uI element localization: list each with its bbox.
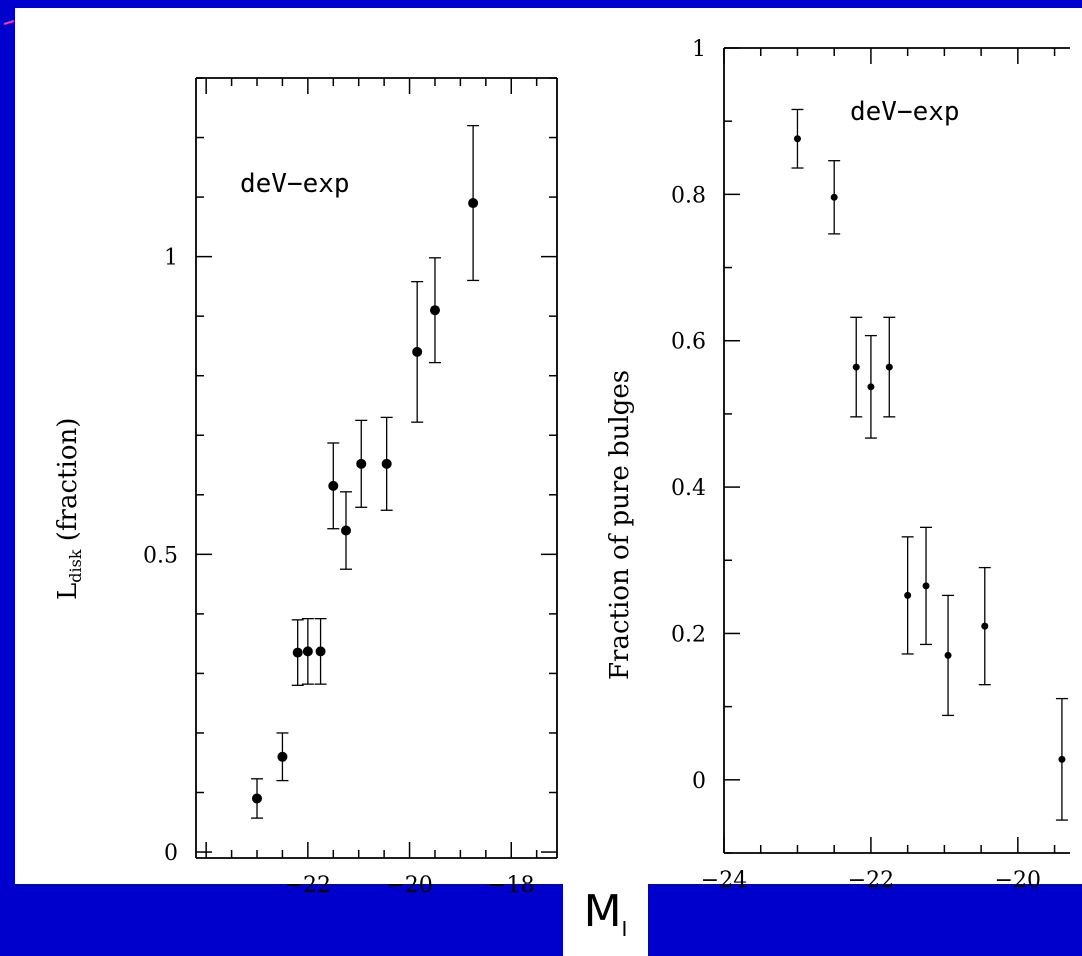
data-point <box>276 732 289 782</box>
x-tick-label: −24 <box>701 868 747 893</box>
data-marker <box>340 525 351 536</box>
x-tick-label: −20 <box>995 868 1041 893</box>
data-marker <box>981 622 989 630</box>
data-marker <box>922 582 930 590</box>
x-tick-label: −20 <box>386 873 432 898</box>
x-axis-label-main: M <box>583 886 622 937</box>
y-axis-label: Ldisk (fraction) <box>53 418 85 600</box>
data-point <box>380 416 393 511</box>
data-point <box>291 619 304 686</box>
y-axis-label-sub: disk <box>66 549 85 583</box>
y-tick-label: 0.6 <box>671 330 706 355</box>
chart-pure-bulge-fraction: −24 −22 −20 0 0.2 0.4 0.6 0.8 1 deV−exp Fraction o… <box>605 37 1070 893</box>
data-marker <box>315 646 326 657</box>
x-axis-label-sub: I <box>621 916 628 941</box>
y-tick-label: 0.4 <box>671 476 706 501</box>
x-tick-label: −22 <box>285 873 331 898</box>
chart-annotation: deV−exp <box>850 97 960 127</box>
data-marker <box>867 383 875 391</box>
data-point <box>920 526 933 646</box>
data-point <box>864 334 877 439</box>
data-marker <box>412 346 423 357</box>
data-point <box>428 257 441 364</box>
data-point <box>901 536 914 655</box>
data-point <box>251 778 264 819</box>
data-point <box>314 617 327 685</box>
data-marker <box>852 363 860 371</box>
data-marker <box>885 363 893 371</box>
data-marker <box>381 458 392 469</box>
data-marker <box>277 751 288 762</box>
data-marker <box>429 305 440 316</box>
data-marker <box>944 651 952 659</box>
data-point <box>1055 697 1068 821</box>
x-tick-label: −22 <box>848 868 894 893</box>
chart-annotation: deV−exp <box>240 169 350 199</box>
y-axis-label-main: L <box>53 583 83 600</box>
data-point <box>791 108 804 169</box>
y-tick-label: 0 <box>692 769 706 794</box>
x-axis-label-box <box>563 880 648 956</box>
y-tick-label: 0.2 <box>671 622 706 647</box>
data-marker <box>904 591 912 599</box>
y-axis-label-rest: (fraction) <box>53 418 83 550</box>
y-tick-label: 0.8 <box>671 183 706 208</box>
y-tick-label: 0.5 <box>143 543 178 568</box>
pink-pen-mark <box>3 20 15 25</box>
data-point <box>978 566 991 686</box>
chart-luminosity-disk-fraction: −22 −20 −18 0 0.5 1 deV−exp Ldisk (fraction) <box>53 77 558 898</box>
y-tick-label: 0 <box>164 841 178 866</box>
data-marker <box>1058 755 1066 763</box>
data-marker <box>328 480 339 491</box>
data-point <box>828 160 841 235</box>
data-point <box>355 419 368 508</box>
y-tick-label: 1 <box>692 37 706 62</box>
y-tick-label: 1 <box>164 246 178 271</box>
data-point <box>883 316 896 418</box>
data-point <box>327 442 340 530</box>
x-axis-label: MI <box>563 890 648 939</box>
data-marker <box>793 135 801 143</box>
y-axis-label: Fraction of pure bulges <box>605 370 635 680</box>
data-point <box>942 594 955 717</box>
data-marker <box>356 458 367 469</box>
data-point <box>301 617 314 685</box>
data-marker <box>830 193 838 201</box>
data-marker <box>292 647 303 658</box>
data-marker <box>468 198 479 209</box>
x-tick-label: −18 <box>488 873 534 898</box>
figure-panel <box>15 8 1082 884</box>
data-marker <box>252 793 263 804</box>
data-point <box>411 280 424 423</box>
data-point <box>339 491 352 570</box>
data-point <box>467 124 480 282</box>
data-marker <box>302 646 313 657</box>
data-point <box>850 316 863 418</box>
